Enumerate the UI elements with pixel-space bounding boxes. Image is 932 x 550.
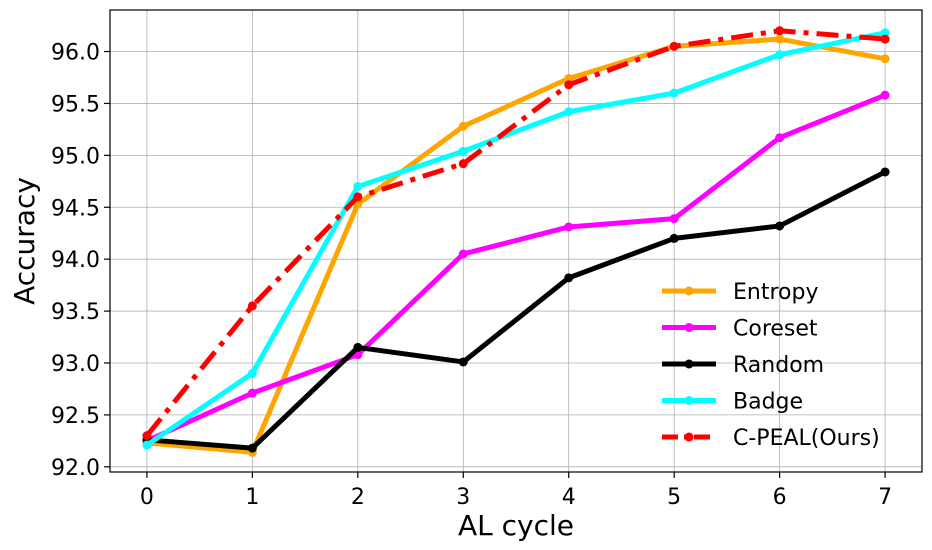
- tick-labels: 0 1 2 3 4 5 6 7 92.0 92.5 93.0 93.5 94.0 94.5 95.0 95.5…: [51, 41, 892, 510]
- legend-item: C-PEAL(Ours): [662, 426, 880, 451]
- data-point: [458, 357, 468, 367]
- data-point: [247, 388, 257, 398]
- y-tick-label: 93.0: [51, 352, 100, 377]
- legend-label: Entropy: [733, 280, 818, 305]
- x-axis-label: AL cycle: [458, 509, 574, 542]
- data-point: [564, 80, 574, 90]
- legend: Entropy Coreset Random Badge C-PEAL(Ours): [662, 280, 880, 451]
- x-tick-label: 3: [456, 485, 470, 510]
- data-point: [880, 167, 890, 177]
- series-line: [145, 30, 886, 448]
- data-point: [353, 342, 363, 352]
- legend-marker: [684, 323, 694, 332]
- data-point: [564, 74, 574, 84]
- plot-frame: [109, 9, 923, 473]
- data-point: [775, 26, 785, 36]
- data-point: [458, 159, 468, 169]
- data-point: [458, 121, 468, 131]
- series-group: [142, 26, 890, 457]
- data-point: [775, 50, 785, 60]
- series-line: [146, 169, 887, 451]
- legend-label: Badge: [733, 390, 803, 415]
- legend-marker: [684, 432, 694, 442]
- data-point: [775, 221, 785, 231]
- y-axis-label: Accuracy: [8, 177, 41, 305]
- y-tick-label: 95.0: [51, 144, 100, 169]
- data-point: [669, 41, 679, 51]
- data-point: [142, 440, 152, 450]
- legend-marker: [684, 286, 694, 296]
- legend-marker: [684, 396, 694, 405]
- data-point: [775, 133, 785, 143]
- legend-label: C-PEAL(Ours): [733, 426, 880, 451]
- data-point: [353, 181, 363, 191]
- legend-item: Badge: [662, 390, 803, 415]
- series-c-peal-ours-: [142, 26, 890, 441]
- legend-item: Coreset: [662, 317, 818, 342]
- y-tick-label: 93.5: [51, 300, 100, 325]
- legend-marker: [684, 359, 694, 369]
- data-point: [880, 28, 890, 38]
- data-point: [880, 34, 890, 44]
- y-tick-label: 95.5: [51, 92, 100, 117]
- data-point: [458, 146, 468, 156]
- legend-item: Random: [662, 353, 824, 378]
- x-tick-label: 4: [562, 485, 576, 510]
- data-point: [564, 273, 574, 283]
- y-tick-label: 94.5: [51, 196, 100, 221]
- axes: [104, 9, 923, 478]
- data-point: [669, 88, 679, 98]
- legend-label: Random: [733, 353, 824, 378]
- data-point: [142, 431, 152, 441]
- data-point: [880, 90, 890, 100]
- data-point: [458, 249, 468, 259]
- series-line: [145, 92, 887, 444]
- data-point: [564, 222, 574, 232]
- data-point: [775, 34, 785, 44]
- legend-item: Entropy: [662, 280, 818, 305]
- x-tick-label: 0: [140, 485, 154, 510]
- y-tick-label: 96.0: [51, 41, 100, 66]
- legend-label: Coreset: [733, 317, 818, 342]
- data-point: [669, 214, 679, 224]
- data-point: [247, 301, 257, 311]
- y-tick-label: 92.5: [51, 404, 100, 429]
- data-point: [564, 107, 574, 117]
- data-point: [353, 192, 363, 202]
- x-tick-label: 7: [878, 485, 892, 510]
- data-point: [880, 54, 890, 64]
- x-tick-label: 5: [667, 485, 681, 510]
- x-tick-label: 1: [245, 485, 259, 510]
- x-tick-label: 6: [773, 485, 787, 510]
- y-tick-label: 92.0: [51, 456, 100, 481]
- data-point: [247, 443, 257, 453]
- x-tick-label: 2: [351, 485, 365, 510]
- y-tick-label: 94.0: [51, 248, 100, 273]
- data-point: [247, 368, 257, 378]
- series-badge: [142, 28, 890, 450]
- series-line: [144, 28, 886, 438]
- data-point: [669, 233, 679, 243]
- series-line: [146, 36, 886, 455]
